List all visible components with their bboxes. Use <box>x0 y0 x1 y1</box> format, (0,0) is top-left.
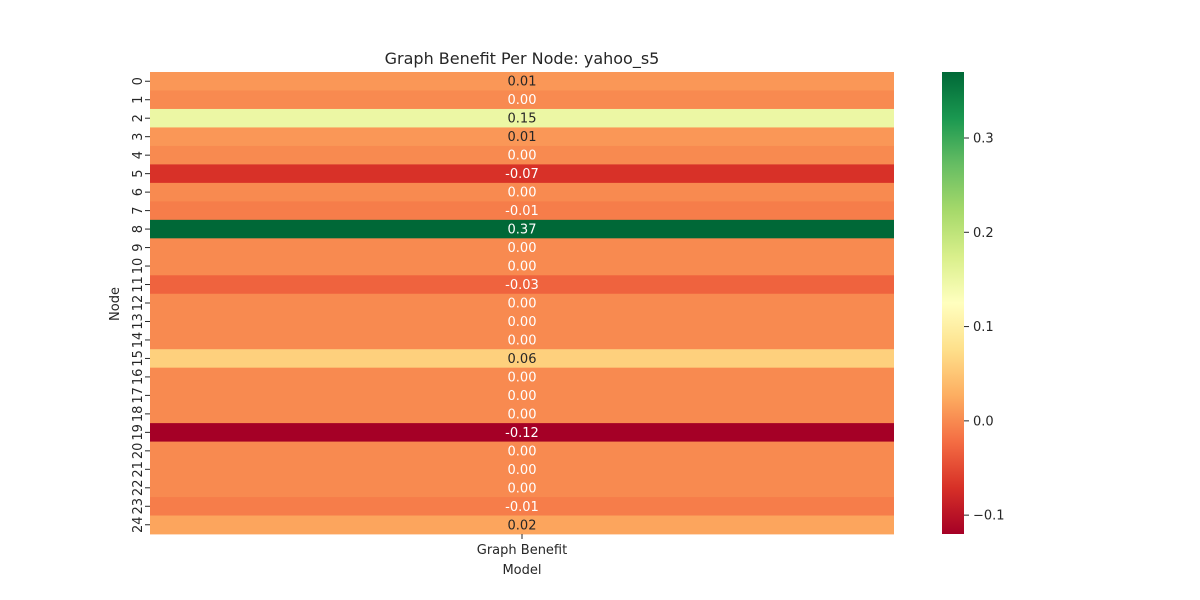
y-tick-label: 2 <box>131 114 146 122</box>
y-tick-label: 1 <box>131 96 146 104</box>
heatmap-cell <box>150 201 894 221</box>
heatmap-cells <box>150 72 894 535</box>
heatmap-cell <box>150 275 894 295</box>
heatmap-cell <box>150 404 894 424</box>
heatmap-cell <box>150 90 894 110</box>
heatmap-cell <box>150 127 894 147</box>
y-tick-label: 11 <box>131 276 146 293</box>
heatmap-cell <box>150 312 894 332</box>
cell-value-label: -0.01 <box>505 500 539 515</box>
chart-title: Graph Benefit Per Node: yahoo_s5 <box>385 49 660 69</box>
heatmap-cell <box>150 164 894 184</box>
heatmap-cell <box>150 293 894 313</box>
y-tick-label: 8 <box>131 225 146 233</box>
cell-value-label: 0.00 <box>508 333 537 348</box>
colorbar-tick-label: 0.3 <box>973 132 994 147</box>
y-tick-label: 24 <box>131 516 146 533</box>
cell-value-label: 0.00 <box>508 370 537 385</box>
y-axis-label: Node <box>108 287 123 321</box>
x-axis-label: Model <box>502 563 541 578</box>
heatmap-cell <box>150 460 894 479</box>
heatmap-cell <box>150 219 894 239</box>
cell-value-label: 0.00 <box>508 93 537 108</box>
cell-value-label: 0.00 <box>508 315 537 330</box>
cell-value-label: 0.00 <box>508 149 537 164</box>
colorbar-axis: −0.1 0.0 0.1 0.2 0.3 <box>964 132 1005 524</box>
x-tick-label: Graph Benefit <box>477 543 567 558</box>
cell-value-label: -0.01 <box>505 204 539 219</box>
heatmap-cell <box>150 515 894 535</box>
cell-value-label: 0.01 <box>508 75 537 90</box>
heatmap-cell <box>150 478 894 498</box>
heatmap-cell <box>150 182 894 202</box>
heatmap-cell <box>150 256 894 276</box>
y-tick-label: 7 <box>131 206 146 214</box>
heatmap-cell <box>150 367 894 387</box>
cell-value-label: 0.01 <box>508 130 537 145</box>
cell-value-label: 0.00 <box>508 407 537 422</box>
heatmap-cell <box>150 145 894 165</box>
cell-value-label: 0.00 <box>508 297 537 312</box>
y-tick-label: 23 <box>131 498 146 515</box>
y-tick-label: 15 <box>131 350 146 367</box>
cell-value-label: 0.00 <box>508 463 537 478</box>
y-tick-label: 22 <box>131 480 146 497</box>
heatmap-cell <box>150 72 894 91</box>
y-tick-label: 13 <box>131 313 146 330</box>
cell-value-label: 0.15 <box>508 112 537 127</box>
cell-value-label: 0.00 <box>508 389 537 404</box>
colorbar-tick-label: 0.0 <box>973 414 994 429</box>
cell-value-label: -0.12 <box>505 426 539 441</box>
heatmap-cell-labels: 0.01 0.00 0.15 0.01 0.00 -0.07 0.00 -0.01 0.37 0.… <box>505 75 539 534</box>
y-tick-label: 5 <box>131 169 146 177</box>
y-tick-label: 19 <box>131 424 146 441</box>
y-tick-label: 18 <box>131 406 146 423</box>
cell-value-label: 0.00 <box>508 241 537 256</box>
colorbar-tick-label: 0.2 <box>973 226 994 241</box>
colorbar-tick-label: −0.1 <box>973 509 1005 524</box>
y-tick-label: 16 <box>131 369 146 386</box>
y-tick-label: 10 <box>131 258 146 275</box>
cell-value-label: 0.00 <box>508 186 537 201</box>
y-tick-label: 21 <box>131 461 146 478</box>
cell-value-label: -0.03 <box>505 278 539 293</box>
y-tick-label: 9 <box>131 243 146 251</box>
cell-value-label: -0.07 <box>505 167 539 182</box>
cell-value-label: 0.06 <box>508 352 537 367</box>
y-tick-label: 6 <box>131 188 146 196</box>
cell-value-label: 0.00 <box>508 260 537 275</box>
heatmap-cell <box>150 386 894 406</box>
y-tick-label: 4 <box>131 151 146 159</box>
cell-value-label: 0.00 <box>508 444 537 459</box>
heatmap-cell <box>150 441 894 461</box>
heatmap-cell <box>150 349 894 369</box>
y-tick-label: 12 <box>131 295 146 312</box>
heatmap-cell <box>150 108 894 128</box>
cell-value-label: 0.37 <box>508 223 537 238</box>
cell-value-label: 0.00 <box>508 481 537 496</box>
x-axis: Graph Benefit <box>477 534 567 558</box>
colorbar-tick-label: 0.1 <box>973 320 994 335</box>
y-tick-label: 14 <box>131 332 146 349</box>
heatmap-cell <box>150 330 894 350</box>
y-tick-label: 0 <box>131 77 146 85</box>
y-tick-label: 17 <box>131 387 146 404</box>
heatmap-cell <box>150 238 894 258</box>
y-tick-label: 20 <box>131 443 146 460</box>
colorbar <box>942 72 964 534</box>
cell-value-label: 0.02 <box>508 518 537 533</box>
heatmap-cell <box>150 423 894 442</box>
heatmap-cell <box>150 497 894 516</box>
y-tick-label: 3 <box>131 133 146 141</box>
